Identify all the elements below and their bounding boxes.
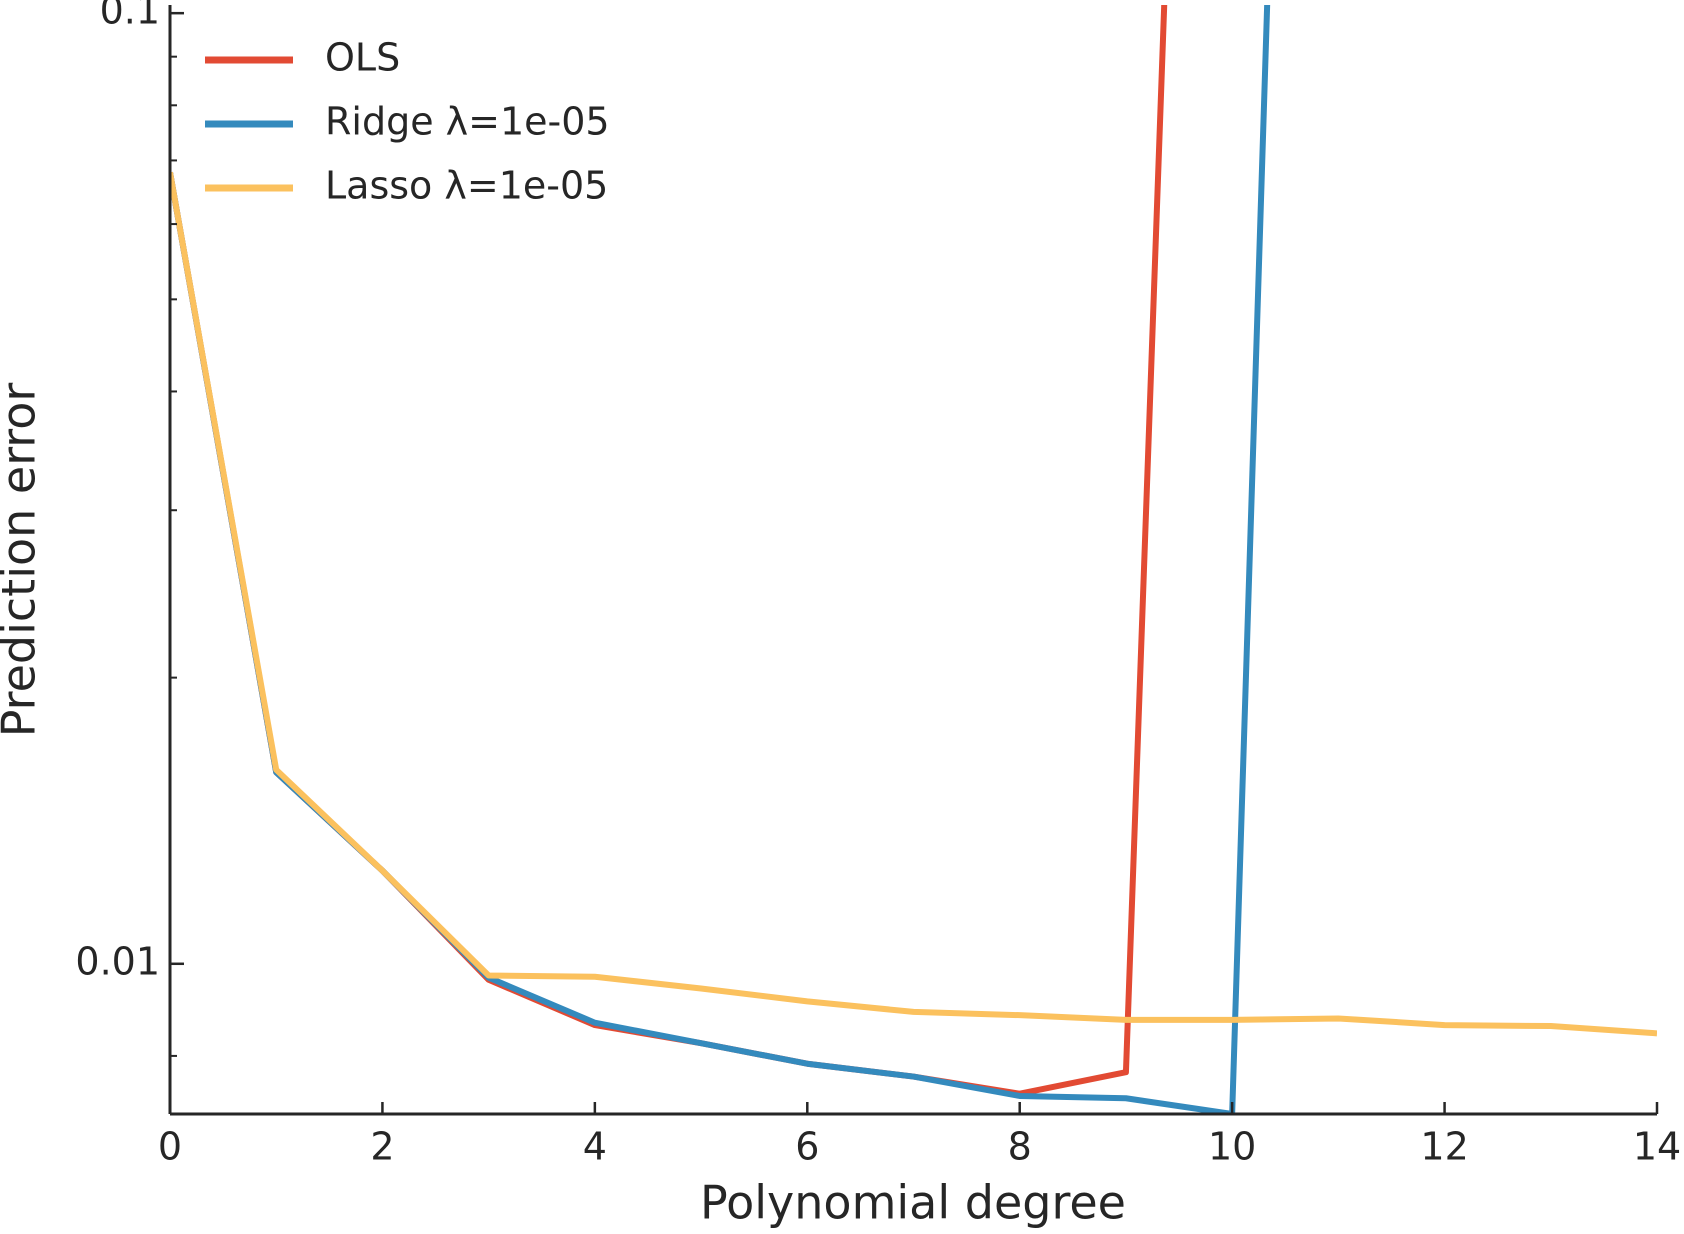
x-tick-label: 0 — [158, 1125, 182, 1169]
x-axis-label: Polynomial degree — [700, 1176, 1126, 1230]
legend-label: Ridge λ=1e-05 — [325, 100, 610, 144]
x-tick-label: 6 — [795, 1125, 819, 1169]
x-tick-label: 14 — [1633, 1125, 1681, 1169]
y-tick-label: 0.01 — [75, 939, 160, 983]
series-line — [170, 171, 1657, 1037]
legend-label: Lasso λ=1e-05 — [325, 164, 608, 208]
plot-area — [170, 5, 1657, 1114]
x-tick-label: 2 — [370, 1125, 394, 1169]
x-tick-label: 4 — [583, 1125, 607, 1169]
x-tick-label: 12 — [1420, 1125, 1468, 1169]
y-axis-label: Prediction error — [0, 383, 46, 738]
legend-label: OLS — [325, 36, 400, 80]
x-tick-label: 10 — [1208, 1125, 1256, 1169]
y-tick-label: 0.1 — [100, 0, 160, 33]
x-tick-label: 8 — [1008, 1125, 1032, 1169]
